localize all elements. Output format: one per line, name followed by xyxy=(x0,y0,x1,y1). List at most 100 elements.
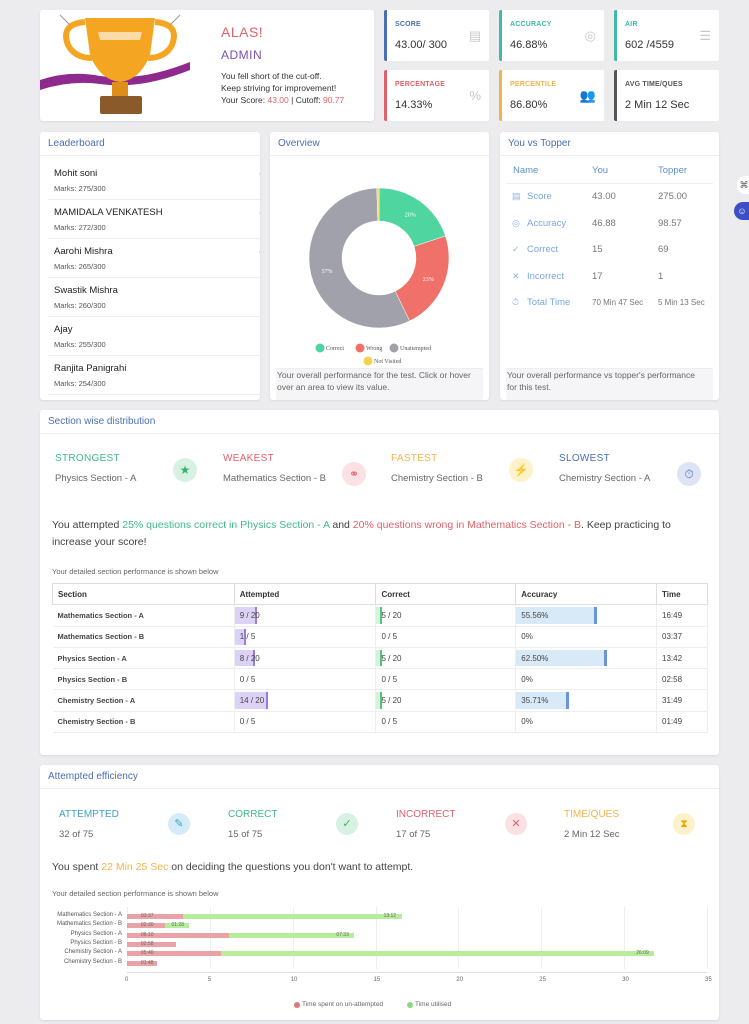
bar-unattempted[interactable]: 06:10 xyxy=(127,932,230,938)
target-icon: ◎ xyxy=(584,28,596,43)
table-header: Time xyxy=(656,582,708,606)
accuracy-cell: 0% xyxy=(515,626,658,648)
leaderboard-item[interactable]: Ranjita Panigrahi Marks: 254/3006 xyxy=(48,357,260,395)
leaderboard-item[interactable]: MAMIDALA VENKATESH Marks: 272/300 🏆 xyxy=(48,201,260,239)
legend-label[interactable]: Time utilised xyxy=(415,1001,452,1008)
overview-footer: Your overall performance for the test. C… xyxy=(277,370,471,392)
stat-label: PERCENTILE xyxy=(510,81,557,88)
cutoff-value: 90.77 xyxy=(322,95,345,105)
table-row: Chemistry Section - B 0 / 5 0 / 5 0% 01:… xyxy=(52,711,708,734)
section-name: Physics Section - B xyxy=(52,668,235,691)
attempted-cell: 0 / 5 xyxy=(234,711,377,734)
time-cell: 16:49 xyxy=(656,604,708,627)
clipboard-icon: ▤ xyxy=(512,191,521,201)
leader-marks: Marks: 275/300 xyxy=(54,184,106,193)
leaderboard-item[interactable]: Swastik Mishra Marks: 260/3004 xyxy=(48,279,260,317)
legend-label[interactable]: Time spent on un-attempted xyxy=(302,1001,384,1008)
trophy-icon: 🏆 xyxy=(259,170,260,187)
cross-icon: ✕ xyxy=(505,813,527,835)
correct-cell: 5 / 20 xyxy=(375,689,517,712)
time-cell: 02:58 xyxy=(656,668,708,691)
topper-metric: Total Time xyxy=(527,297,571,308)
trophy-icon: 🏆 xyxy=(259,248,260,265)
stat-card-1: ACCURACY 46.88% ◎ xyxy=(499,10,604,61)
fastest-block: FASTEST Chemistry Section - B xyxy=(391,453,483,484)
correct-cell: 0 / 5 xyxy=(375,668,517,691)
section-name: Chemistry Section - A xyxy=(52,689,235,712)
clipboard-icon: ▤ xyxy=(468,28,481,43)
time-per-question-block: TIME/QUES 2 Min 12 Sec xyxy=(564,809,620,840)
legend-swatch xyxy=(355,343,365,353)
legend-label[interactable]: Correct xyxy=(326,346,344,352)
x-tick-label: 0 xyxy=(125,977,129,983)
section-name: Mathematics Section - B xyxy=(52,626,235,648)
table-header: Attempted xyxy=(233,582,377,606)
section-name: Chemistry Section - B xyxy=(52,711,235,734)
result-message: You fell short of the cut-off. xyxy=(221,71,322,81)
x-tick-label: 15 xyxy=(373,977,381,983)
stat-value: 86.80% xyxy=(510,99,548,111)
bar-utilised[interactable]: 13:12 xyxy=(182,914,402,919)
overview-title: Overview xyxy=(270,132,489,156)
donut-data-label: 57% xyxy=(322,269,333,275)
legend-label[interactable]: Not Visited xyxy=(374,359,401,365)
assistant-icon[interactable]: ☺ xyxy=(734,202,749,220)
trophy-icon: 🏆 xyxy=(259,209,260,226)
leaderboard-item[interactable]: Ajay Marks: 255/3005 xyxy=(48,318,260,356)
stat-label: AVG TIME/QUES xyxy=(625,81,683,88)
leaderboard-item[interactable]: Mohit soni Marks: 275/300 🏆 xyxy=(48,162,260,200)
overview-card: Overview 20% 23% 57% Correct Wrong Unattempte… xyxy=(270,132,489,400)
section-detail-caption: Your detailed section performance is sho… xyxy=(52,567,219,576)
stat-card-0: SCORE 43.00/ 300 ▤ xyxy=(384,10,489,61)
bar-utilised[interactable]: 01:28 xyxy=(165,923,190,929)
time-bar-chart[interactable]: 0 5 10 15 20 25 30 35 Mathematics Section - A 03:… xyxy=(40,905,719,1015)
time-cell: 13:42 xyxy=(656,647,708,670)
leader-name: Ajay xyxy=(54,324,73,335)
legend-swatch xyxy=(315,343,325,353)
score-value: 43.00 xyxy=(267,95,289,105)
bar-unattempted[interactable]: 03:37 xyxy=(127,914,183,919)
leader-marks: Marks: 255/300 xyxy=(54,340,106,349)
donut-slice-not-visited[interactable] xyxy=(376,187,380,222)
score-line: Your Score: 43.00 | Cutoff: 90.77 xyxy=(221,95,345,105)
stat-label: ACCURACY xyxy=(510,21,552,28)
your-value: 17 xyxy=(592,270,603,282)
user-name: ADMIN xyxy=(221,48,263,62)
bar-utilised[interactable]: 07:33 xyxy=(229,932,355,938)
legend-label[interactable]: Unattempted xyxy=(400,346,431,352)
legend-label[interactable]: Wrong xyxy=(366,346,382,352)
stat-card-4: PERCENTILE 86.80% 👥 xyxy=(499,70,604,121)
legend-swatch xyxy=(389,343,399,353)
accuracy-cell: 62.50% xyxy=(515,647,658,670)
correct-block: CORRECT 15 of 75 xyxy=(228,809,278,840)
bar-unattempted[interactable]: 02:58 xyxy=(127,941,177,947)
leader-name: Ranjita Panigrahi xyxy=(54,363,127,374)
table-row: Physics Section - B 0 / 5 0 / 5 0% 02:58 xyxy=(52,668,708,691)
slowest-block: SLOWEST Chemistry Section - A xyxy=(559,453,651,484)
bar-unattempted[interactable]: 01:48 xyxy=(127,960,157,966)
topper-card: You vs Topper Name You Topper ▤ Score 43.00… xyxy=(500,132,719,400)
bar-utilised[interactable]: 26:09 xyxy=(220,951,655,957)
hourglass-icon: ⧗ xyxy=(673,813,695,835)
efficiency-title: Attempted efficiency xyxy=(40,765,719,789)
topper-footer: Your overall performance vs topper's per… xyxy=(507,370,695,392)
x-tick-label: 30 xyxy=(622,977,629,983)
x-tick-label: 20 xyxy=(456,977,464,983)
leaderboard-item[interactable]: Aarohi Mishra Marks: 265/300 🏆 xyxy=(48,240,260,278)
efficiency-card: Attempted efficiency ATTEMPTED 32 of 75 ✎… xyxy=(40,765,719,1020)
trophy-illustration xyxy=(40,14,190,114)
topper-metric: Correct xyxy=(527,244,559,255)
topper-metric: Incorrect xyxy=(527,270,564,282)
overview-donut-chart[interactable]: 20% 23% 57% Correct Wrong Unattempted Not Visi… xyxy=(270,160,489,370)
efficiency-detail-caption: Your detailed section performance is sho… xyxy=(52,889,219,898)
topper-row: ✕ Incorrect 17 1 xyxy=(500,271,719,285)
bar-unattempted[interactable]: 05:40 xyxy=(127,951,221,957)
correct-cell: 5 / 20 xyxy=(375,647,517,670)
attempted-cell: 1 / 5 xyxy=(234,626,377,648)
time-cell: 31:49 xyxy=(656,689,708,712)
bar-unattempted[interactable]: 02:30 xyxy=(127,923,166,929)
shortcut-icon[interactable]: ⌘ xyxy=(737,176,749,194)
result-card: ALAS! ADMIN You fell short of the cut-of… xyxy=(40,10,374,121)
x-tick-label: 25 xyxy=(539,977,546,983)
leader-name: MAMIDALA VENKATESH xyxy=(54,207,163,218)
